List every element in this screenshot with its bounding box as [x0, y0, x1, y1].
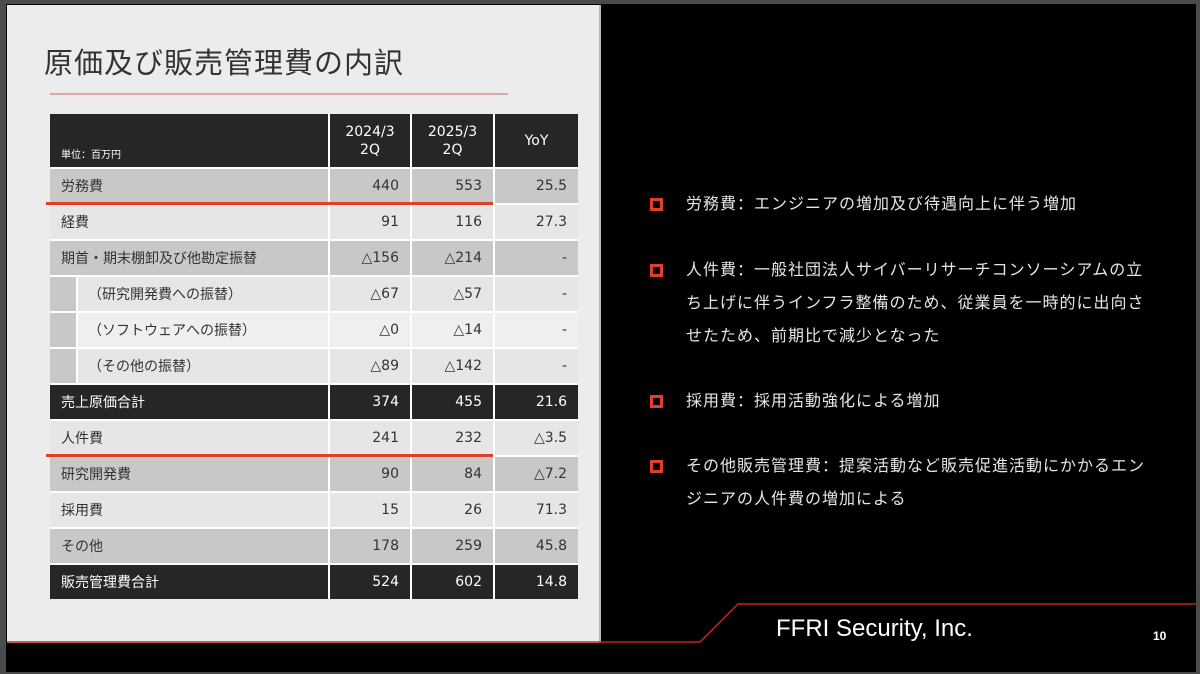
cost-breakdown-table: 単位：百万円 2024/3 2Q 2025/3 2Q YoY 労務費 440 553… — [46, 114, 578, 599]
value-2025: 259 — [412, 529, 493, 563]
note-text: 採用費：採用活動強化による増加 — [686, 391, 941, 410]
value-2025: 26 — [412, 493, 493, 527]
value-2024: 15 — [330, 493, 410, 527]
column-header-line: 2Q — [360, 141, 380, 158]
table-header: 単位：百万円 2024/3 2Q 2025/3 2Q YoY — [50, 114, 578, 167]
value-yoy: 25.5 — [495, 169, 578, 203]
row-label: （ソフトウェアへの振替） — [78, 313, 328, 347]
row-label: 採用費 — [50, 493, 328, 527]
column-header-line: 2025/3 — [427, 123, 478, 140]
row-label: その他 — [50, 529, 328, 563]
table-row: 販売管理費合計 524 602 14.8 — [50, 565, 578, 599]
column-header-yoy: YoY — [495, 114, 578, 167]
row-label: 経費 — [50, 205, 328, 239]
square-bullet-icon — [650, 264, 663, 277]
unit-label: 単位：百万円 — [50, 114, 328, 167]
value-2024: △0 — [330, 313, 410, 347]
table-row: 人件費 241 232 △3.5 — [50, 421, 578, 455]
value-2025: 602 — [412, 565, 493, 599]
value-2025: 84 — [412, 457, 493, 491]
row-label: 人件費 — [50, 421, 328, 455]
table-row: 労務費 440 553 25.5 — [50, 169, 578, 203]
column-header-2024: 2024/3 2Q — [330, 114, 410, 167]
column-header-2025: 2025/3 2Q — [412, 114, 493, 167]
value-2025: 455 — [412, 385, 493, 419]
value-2025: 116 — [412, 205, 493, 239]
value-2024: 440 — [330, 169, 410, 203]
value-2024: 374 — [330, 385, 410, 419]
value-2025: △57 — [412, 277, 493, 311]
value-2024: 241 — [330, 421, 410, 455]
value-2025: △214 — [412, 241, 493, 275]
value-2024: △156 — [330, 241, 410, 275]
square-bullet-icon — [650, 198, 663, 211]
table-row: （ソフトウェアへの振替） △0 △14- — [50, 313, 578, 347]
row-label: 研究開発費 — [50, 457, 328, 491]
title-underline — [50, 93, 508, 95]
value-2025: 553 — [412, 169, 493, 203]
row-label: （その他の振替） — [78, 349, 328, 383]
table-row: 売上原価合計 374 455 21.6 — [50, 385, 578, 419]
value-2024: △89 — [330, 349, 410, 383]
value-yoy: - — [495, 313, 578, 347]
value-yoy: 27.3 — [495, 205, 578, 239]
value-yoy: 45.8 — [495, 529, 578, 563]
table-row: 経費 91 116 27.3 — [50, 205, 578, 239]
row-label: 期首・期末棚卸及び他勘定振替 — [50, 241, 328, 275]
column-header-line: 2Q — [442, 141, 463, 158]
table-row: （その他の振替） △89 △142- — [50, 349, 578, 383]
square-bullet-icon — [650, 460, 663, 473]
value-yoy: 71.3 — [495, 493, 578, 527]
value-yoy: - — [495, 349, 578, 383]
column-header-line: YoY — [524, 132, 549, 149]
value-2024: 90 — [330, 457, 410, 491]
value-yoy: 14.8 — [495, 565, 578, 599]
square-bullet-icon — [650, 395, 663, 408]
column-header-line: 2024/3 — [345, 123, 395, 140]
row-label: 労務費 — [50, 169, 328, 203]
page-number: 10 — [1153, 629, 1167, 643]
indent-marker — [50, 277, 76, 311]
row-label: （研究開発費への振替） — [78, 277, 328, 311]
table-row: 採用費 15 26 71.3 — [50, 493, 578, 527]
highlight-underline — [46, 202, 493, 205]
value-2025: △14 — [412, 313, 493, 347]
value-2025: △142 — [412, 349, 493, 383]
value-yoy: △3.5 — [495, 421, 578, 455]
note-text: 人件費：一般社団法人サイバーリサーチコンソーシアムの立ち上げに伴うインフラ整備の… — [686, 260, 1145, 345]
row-label: 売上原価合計 — [50, 385, 328, 419]
company-name: FFRI Security, Inc. — [776, 615, 973, 642]
table-row: （研究開発費への振替） △67 △57- — [50, 277, 578, 311]
table-row: 期首・期末棚卸及び他勘定振替 △156 △214- — [50, 241, 578, 275]
table-row: 研究開発費 90 84 △7.2 — [50, 457, 578, 491]
note-text: 労務費：エンジニアの増加及び待遇向上に伴う増加 — [686, 194, 1078, 213]
table-row: その他 178 259 45.8 — [50, 529, 578, 563]
value-yoy: - — [495, 277, 578, 311]
value-yoy: △7.2 — [495, 457, 578, 491]
indent-marker — [50, 349, 76, 383]
value-2024: 178 — [330, 529, 410, 563]
slide-title: 原価及び販売管理費の内訳 — [44, 46, 405, 80]
value-yoy: 21.6 — [495, 385, 578, 419]
value-2025: 232 — [412, 421, 493, 455]
note-text: その他販売管理費：提案活動など販売促進活動にかかるエンジニアの人件費の増加による — [686, 456, 1146, 508]
highlight-underline — [46, 454, 493, 457]
value-2024: 91 — [330, 205, 410, 239]
indent-marker — [50, 313, 76, 347]
row-label: 販売管理費合計 — [50, 565, 328, 599]
value-yoy: - — [495, 241, 578, 275]
value-2024: △67 — [330, 277, 410, 311]
value-2024: 524 — [330, 565, 410, 599]
